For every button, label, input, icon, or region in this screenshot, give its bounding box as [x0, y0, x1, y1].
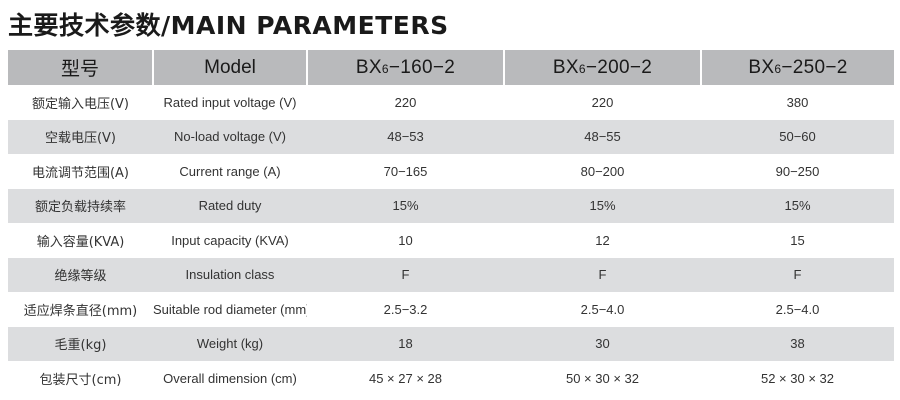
- table-cell: 12: [595, 232, 610, 248]
- row-label-cn: 额定负载持续率: [8, 188, 153, 223]
- row-label-cn: 绝缘等级: [8, 257, 153, 292]
- table-cell: 90−250: [775, 163, 820, 179]
- model-subscript: 6: [381, 61, 389, 76]
- table-cell: 45 × 27 × 28: [368, 370, 442, 386]
- row-label-cn: 额定输入电压(V): [31, 96, 130, 112]
- row-label-en: Weight (kg): [153, 326, 307, 361]
- model-prefix: BX: [355, 56, 382, 78]
- header-model-2: BX6−200−2: [504, 50, 702, 85]
- header-model-3: BX6−250−2: [701, 50, 894, 85]
- table-cell: 380: [786, 94, 809, 110]
- table-row: 绝缘等级 Insulation class F F F: [8, 257, 894, 292]
- table-cell: 220: [394, 94, 417, 110]
- table-row: 适应焊条直径(mm) Suitable rod diameter (mm) 2.…: [8, 292, 894, 327]
- model-suffix: −250−2: [781, 56, 848, 78]
- row-label-cn: 输入容量(KVA): [36, 234, 125, 250]
- table-cell: 50−60: [701, 119, 894, 154]
- table-cell: 48−53: [307, 119, 504, 154]
- table-cell: 48−55: [504, 119, 701, 154]
- row-label-en: Rated input voltage (V): [163, 94, 297, 110]
- table-cell: 2.5−4.0: [775, 301, 820, 317]
- table-cell: 38: [701, 326, 894, 361]
- table-cell: 10: [398, 232, 413, 248]
- table-cell: 15: [790, 232, 805, 248]
- parameters-table: 型号 Model BX6−160−2 BX6−200−2 BX6−250−2 额…: [8, 50, 894, 396]
- table-cell: F: [701, 257, 894, 292]
- row-label-en: Current range (A): [179, 163, 281, 179]
- model-suffix: −160−2: [388, 56, 456, 78]
- table-header-row: 型号 Model BX6−160−2 BX6−200−2 BX6−250−2: [8, 50, 894, 85]
- model-subscript: 6: [578, 61, 586, 76]
- table-cell: 15%: [701, 188, 894, 223]
- table-row: 包装尺寸(cm) Overall dimension (cm) 45 × 27 …: [8, 361, 894, 396]
- table-row: 额定输入电压(V) Rated input voltage (V) 220 22…: [8, 85, 894, 120]
- table-cell: F: [307, 257, 504, 292]
- table-row: 电流调节范围(A) Current range (A) 70−165 80−20…: [8, 154, 894, 189]
- page-title: 主要技术参数/MAIN PARAMETERS: [8, 11, 449, 40]
- model-subscript: 6: [774, 61, 782, 76]
- table-row: 毛重(kg) Weight (kg) 18 30 38: [8, 326, 894, 361]
- table-cell: 2.5−3.2: [383, 301, 428, 317]
- table-cell: 50 × 30 × 32: [565, 370, 639, 386]
- table-cell: 15%: [504, 188, 701, 223]
- table-row: 输入容量(KVA) Input capacity (KVA) 10 12 15: [8, 223, 894, 258]
- row-label-en: Overall dimension (cm): [163, 370, 297, 386]
- table-cell: 52 × 30 × 32: [760, 370, 834, 386]
- header-model-en: Model: [153, 50, 308, 85]
- row-label-en: Insulation class: [153, 257, 307, 292]
- table-cell: 80−200: [580, 163, 625, 179]
- table-cell: 30: [504, 326, 701, 361]
- row-label-cn: 适应焊条直径(mm): [23, 303, 138, 319]
- table-row: 空载电压(V) No-load voltage (V) 48−53 48−55 …: [8, 119, 894, 154]
- table-cell: 220: [591, 94, 614, 110]
- header-model-1: BX6−160−2: [307, 50, 505, 85]
- table-cell: 2.5−4.0: [580, 301, 625, 317]
- row-label-en: Suitable rod diameter (mm): [153, 301, 307, 317]
- table-cell: 15%: [307, 188, 504, 223]
- row-label-en: No-load voltage (V): [153, 119, 307, 154]
- table-cell: 18: [307, 326, 504, 361]
- row-label-cn: 空载电压(V): [8, 119, 153, 154]
- model-prefix: BX: [748, 56, 775, 78]
- row-label-en: Rated duty: [153, 188, 307, 223]
- model-prefix: BX: [552, 56, 579, 78]
- row-label-en: Input capacity (KVA): [171, 232, 289, 248]
- model-suffix: −200−2: [585, 56, 653, 78]
- table-cell: F: [504, 257, 701, 292]
- table-cell: 70−165: [383, 163, 428, 179]
- row-label-cn: 包装尺寸(cm): [39, 372, 122, 388]
- header-model-cn: 型号: [8, 50, 154, 85]
- table-row: 额定负载持续率 Rated duty 15% 15% 15%: [8, 188, 894, 223]
- row-label-cn: 电流调节范围(A): [31, 165, 130, 181]
- row-label-cn: 毛重(kg): [8, 326, 153, 361]
